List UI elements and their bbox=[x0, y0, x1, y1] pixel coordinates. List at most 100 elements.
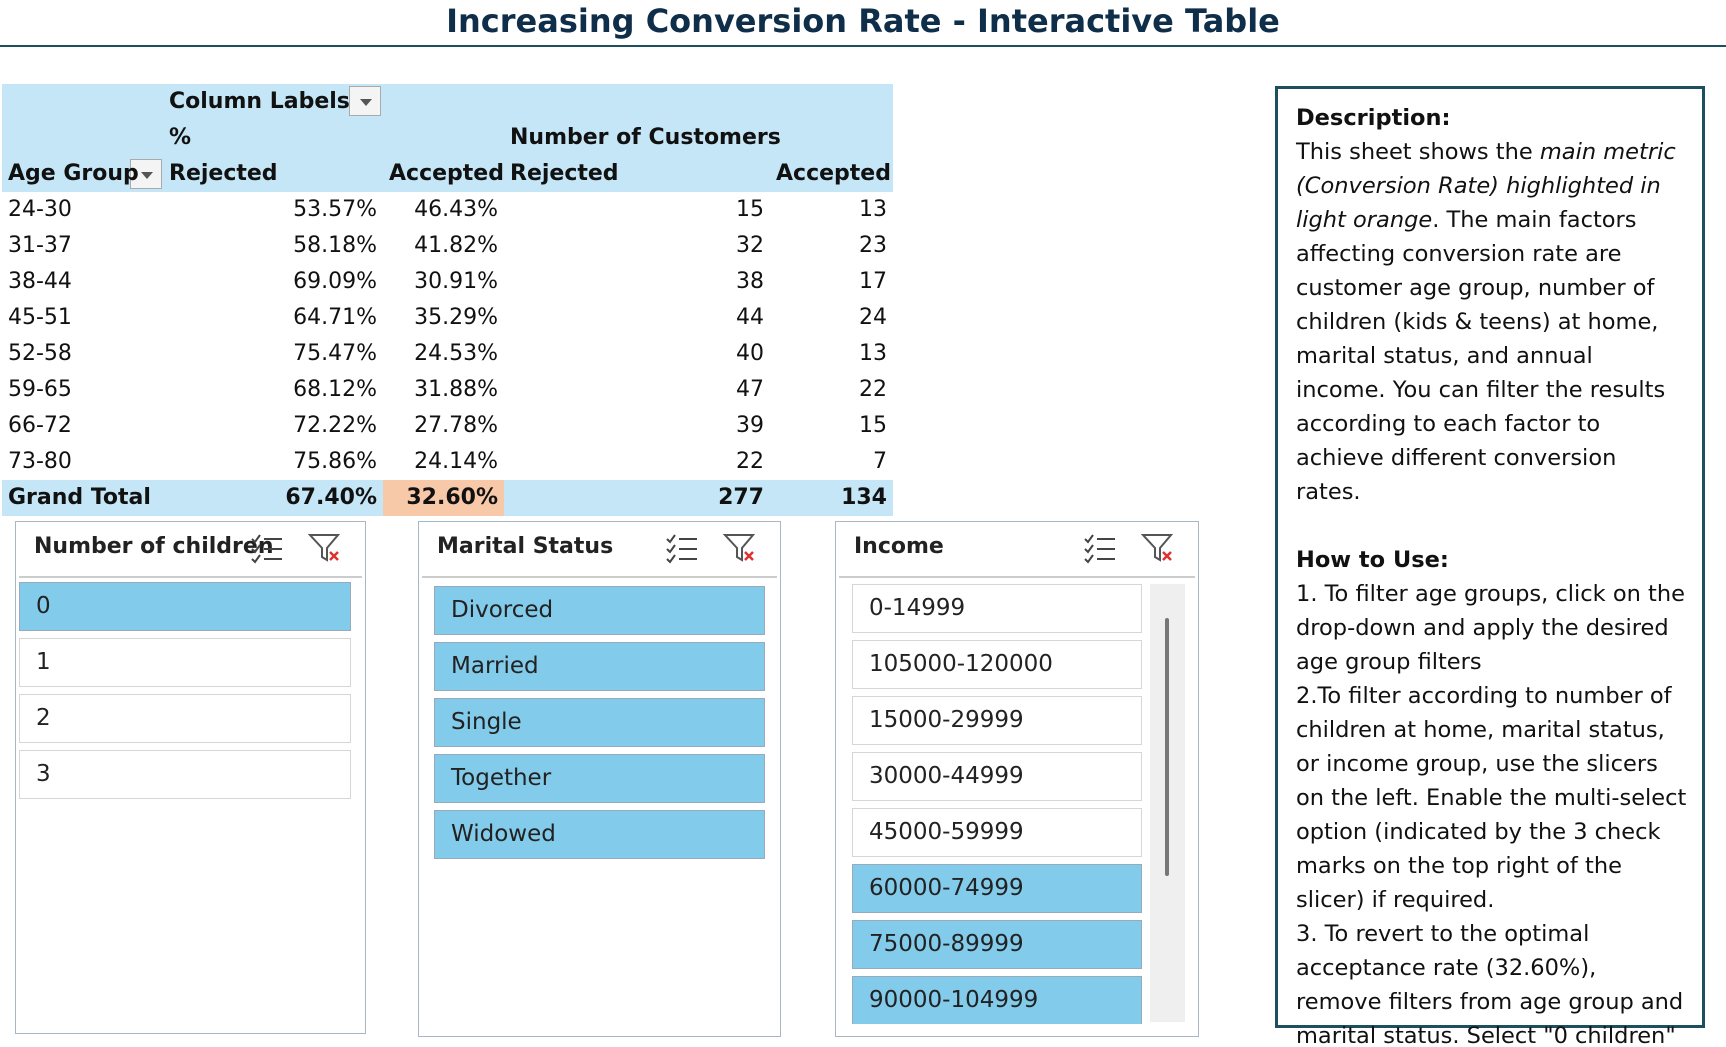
spacer bbox=[1296, 509, 1688, 543]
step: 1. To filter age groups, click on the dr… bbox=[1296, 581, 1685, 675]
dropdown-arrow bbox=[360, 99, 372, 106]
slicer: Income 0-14999 105000-120000 15000-29999 300… bbox=[835, 521, 1199, 1037]
slicer-item[interactable]: 30000-44999 bbox=[852, 752, 1142, 801]
clear-filter-button[interactable] bbox=[307, 530, 343, 564]
filter-dropdown[interactable] bbox=[130, 159, 162, 189]
value-cell: 44 bbox=[736, 305, 764, 330]
slicer-item[interactable]: 105000-120000 bbox=[852, 640, 1142, 689]
value-cell: 72.22% bbox=[293, 413, 377, 438]
slicer-item[interactable]: 2 bbox=[19, 694, 351, 743]
row-label: 66-72 bbox=[8, 413, 72, 438]
slicer-item[interactable]: 0 bbox=[19, 582, 351, 631]
value-cell: 35.29% bbox=[414, 305, 498, 330]
value-cell: 58.18% bbox=[293, 233, 377, 258]
slicer-divider bbox=[422, 576, 777, 578]
row-label: 45-51 bbox=[8, 305, 72, 330]
column-header: Rejected bbox=[169, 161, 278, 186]
slicer-item[interactable]: 75000-89999 bbox=[852, 920, 1142, 969]
highlight-cell bbox=[383, 480, 504, 516]
slicer-item[interactable]: 90000-104999 bbox=[852, 976, 1142, 1024]
slicer-item[interactable]: 60000-74999 bbox=[852, 864, 1142, 913]
slicer-item[interactable]: 3 bbox=[19, 750, 351, 799]
total-label: Grand Total bbox=[8, 485, 151, 510]
slicer-item[interactable]: 45000-59999 bbox=[852, 808, 1142, 857]
slicer-list: 0-14999 105000-120000 15000-29999 30000-449… bbox=[836, 522, 1200, 1024]
step: 3. To revert to the optimal acceptance r… bbox=[1296, 921, 1684, 1047]
slicer-item[interactable]: Single bbox=[434, 698, 765, 747]
slicer-item[interactable]: Together bbox=[434, 754, 765, 803]
slicer-item[interactable]: Married bbox=[434, 642, 765, 691]
filter-dropdown[interactable] bbox=[349, 86, 381, 116]
slicer-title: Income bbox=[854, 534, 944, 559]
slicer-item[interactable]: Widowed bbox=[434, 810, 765, 859]
value-cell: 22 bbox=[859, 377, 887, 402]
value-cell: 23 bbox=[859, 233, 887, 258]
value-cell: 64.71% bbox=[293, 305, 377, 330]
value-cell: 32 bbox=[736, 233, 764, 258]
column-header: Accepted bbox=[389, 161, 504, 186]
value-cell: 75.86% bbox=[293, 449, 377, 474]
total-cell: 277 bbox=[718, 485, 764, 510]
value-cell: 39 bbox=[736, 413, 764, 438]
multi-select-button[interactable] bbox=[1082, 530, 1118, 564]
slicer-item[interactable]: 15000-29999 bbox=[852, 696, 1142, 745]
slicer: Marital Status Divorced Married Single Toget… bbox=[418, 521, 781, 1037]
value-cell: 24.53% bbox=[414, 341, 498, 366]
slicer-item[interactable]: 0-14999 bbox=[852, 584, 1142, 633]
column-header: Rejected bbox=[510, 161, 619, 186]
value-cell: 68.12% bbox=[293, 377, 377, 402]
total-cell: 134 bbox=[841, 485, 887, 510]
clear-filter-button[interactable] bbox=[1140, 530, 1176, 564]
emphasis: main metric (Conversion Rate) highlighte… bbox=[1296, 139, 1676, 233]
slicer: Number of children 0 1 2 3 bbox=[15, 521, 366, 1034]
row-label: 31-37 bbox=[8, 233, 72, 258]
how-heading: How to Use: bbox=[1296, 547, 1449, 573]
slicer-divider bbox=[19, 576, 362, 578]
dropdown-arrow bbox=[141, 172, 153, 179]
multi-select-button[interactable] bbox=[249, 530, 285, 564]
text: . The main factors affecting conversion … bbox=[1296, 207, 1666, 505]
value-cell: 7 bbox=[873, 449, 887, 474]
step: 2.To filter according to number of child… bbox=[1296, 683, 1687, 913]
row-label-header: Age Group bbox=[8, 161, 139, 186]
value-cell: 75.47% bbox=[293, 341, 377, 366]
value-cell: 27.78% bbox=[414, 413, 498, 438]
value-cell: 13 bbox=[859, 341, 887, 366]
value-cell: 22 bbox=[736, 449, 764, 474]
slicer-item[interactable]: Divorced bbox=[434, 586, 765, 635]
value-cell: 13 bbox=[859, 197, 887, 222]
slicer-item[interactable]: 1 bbox=[19, 638, 351, 687]
value-cell: 47 bbox=[736, 377, 764, 402]
slicer-list: Divorced Married Single Together Widowed bbox=[419, 522, 782, 1024]
sheet-title: Increasing Conversion Rate - Interactive… bbox=[446, 2, 1280, 40]
value-cell: 17 bbox=[859, 269, 887, 294]
description-box: Description: This sheet shows the main m… bbox=[1275, 86, 1705, 1047]
description-intro: This sheet shows the main metric (Conver… bbox=[1296, 135, 1688, 509]
title-underline bbox=[0, 45, 1726, 47]
total-cell: 67.40% bbox=[285, 485, 377, 510]
description-heading: Description: bbox=[1296, 105, 1451, 131]
value-cell: 38 bbox=[736, 269, 764, 294]
value-cell: 46.43% bbox=[414, 197, 498, 222]
value-cell: 15 bbox=[859, 413, 887, 438]
value-cell: 53.57% bbox=[293, 197, 377, 222]
value-cell: 40 bbox=[736, 341, 764, 366]
column-header: Accepted bbox=[776, 161, 891, 186]
scrollbar-thumb[interactable] bbox=[1165, 618, 1169, 876]
measure-header: Number of Customers bbox=[510, 125, 781, 150]
value-cell: 41.82% bbox=[414, 233, 498, 258]
slicer-divider bbox=[839, 576, 1195, 578]
row-label: 52-58 bbox=[8, 341, 72, 366]
value-cell: 69.09% bbox=[293, 269, 377, 294]
row-label: 38-44 bbox=[8, 269, 72, 294]
total-cell: 32.60% bbox=[406, 485, 498, 510]
text: This sheet shows the bbox=[1296, 139, 1540, 165]
measure-header: % bbox=[169, 125, 192, 150]
slicer-title: Marital Status bbox=[437, 534, 614, 559]
slicer-list: 0 1 2 3 bbox=[16, 522, 367, 1021]
row-label: 73-80 bbox=[8, 449, 72, 474]
clear-filter-button[interactable] bbox=[722, 530, 758, 564]
multi-select-button[interactable] bbox=[664, 530, 700, 564]
row-label: 59-65 bbox=[8, 377, 72, 402]
